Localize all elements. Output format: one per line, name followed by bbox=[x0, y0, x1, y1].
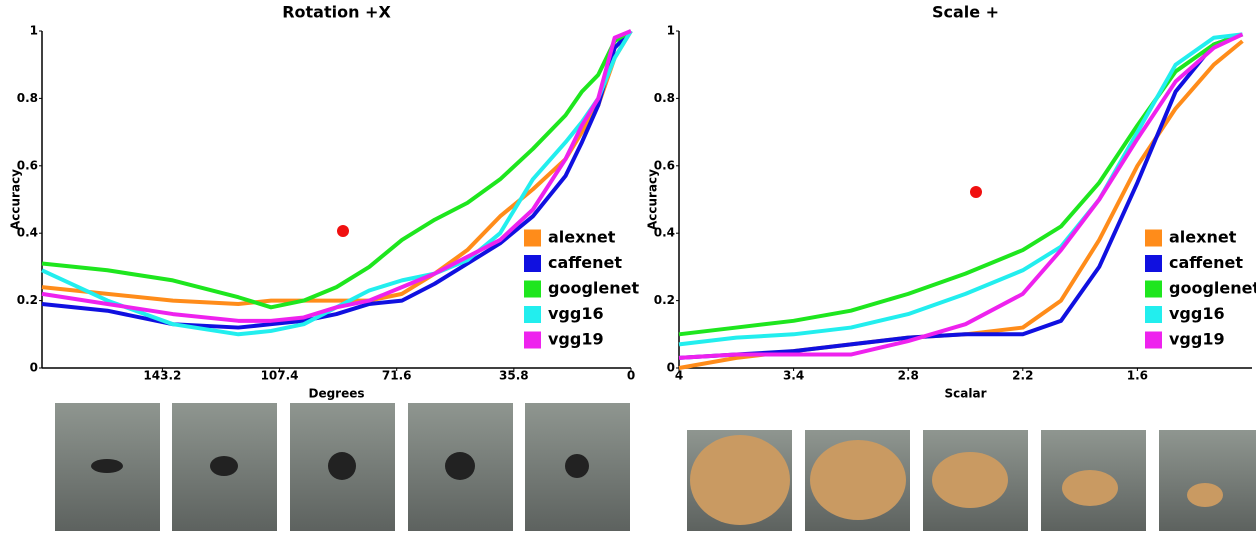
y-tick-label: 0 bbox=[30, 361, 38, 375]
y-tick-label: 1 bbox=[30, 24, 38, 38]
legend-swatch bbox=[524, 230, 541, 247]
object bbox=[328, 452, 356, 480]
object bbox=[690, 435, 790, 525]
y-tick-label: 1 bbox=[667, 24, 675, 38]
y-tick-label: 0.4 bbox=[17, 226, 38, 240]
marker-dot bbox=[337, 225, 349, 237]
y-tick-label: 0 bbox=[667, 361, 675, 375]
legend-label: caffenet bbox=[548, 253, 622, 272]
page: Rotation +X Degrees Accuracy 0 0.2 0.4 0.6 0.8 1… bbox=[0, 0, 1256, 531]
object bbox=[1187, 483, 1223, 507]
x-axis-label: Scalar bbox=[945, 387, 987, 401]
figure: Rotation +X Degrees Accuracy 0 0.2 0.4 0.6 0.8 1… bbox=[0, 0, 1256, 531]
legend-label: vgg16 bbox=[1169, 304, 1225, 323]
y-tick-label: 0.6 bbox=[654, 158, 675, 172]
legend-swatch bbox=[524, 281, 541, 298]
legend-label: caffenet bbox=[1169, 253, 1243, 272]
legend-label: alexnet bbox=[548, 228, 616, 247]
object bbox=[565, 454, 589, 478]
legend-swatch bbox=[1145, 332, 1162, 349]
series-line bbox=[42, 31, 631, 321]
y-tick-label: 0.8 bbox=[17, 91, 38, 105]
y-axis-label: Accuracy bbox=[646, 169, 660, 230]
marker-dot bbox=[970, 186, 982, 198]
y-tick-label: 0.6 bbox=[17, 158, 38, 172]
legend-label: vgg16 bbox=[548, 304, 604, 323]
thumbnail bbox=[1159, 430, 1256, 531]
x-axis-label: Degrees bbox=[308, 387, 364, 401]
legend-label: vgg19 bbox=[1169, 330, 1225, 349]
legend-swatch bbox=[524, 306, 541, 323]
legend-swatch bbox=[524, 255, 541, 272]
legend-swatch bbox=[1145, 306, 1162, 323]
y-tick-label: 0.8 bbox=[654, 91, 675, 105]
legend-label: googlenet bbox=[1169, 279, 1256, 298]
legend-label: googlenet bbox=[548, 279, 639, 298]
object bbox=[932, 452, 1008, 508]
legend-swatch bbox=[1145, 230, 1162, 247]
chart-title: Rotation +X bbox=[282, 3, 391, 22]
object bbox=[810, 440, 906, 520]
legend-swatch bbox=[1145, 255, 1162, 272]
y-tick-label: 0.2 bbox=[17, 293, 38, 307]
legend-swatch bbox=[1145, 281, 1162, 298]
object bbox=[1062, 470, 1118, 506]
object bbox=[445, 452, 475, 480]
chart-title: Scale + bbox=[932, 3, 999, 22]
thumbnails bbox=[55, 403, 1256, 531]
series-line bbox=[679, 34, 1242, 344]
y-tick-label: 0.4 bbox=[654, 226, 675, 240]
legend-label: alexnet bbox=[1169, 228, 1237, 247]
legend-swatch bbox=[524, 332, 541, 349]
y-axis-label: Accuracy bbox=[9, 169, 23, 230]
object bbox=[91, 459, 123, 473]
object bbox=[210, 456, 238, 476]
legend-label: vgg19 bbox=[548, 330, 604, 349]
y-tick-label: 0.2 bbox=[654, 293, 675, 307]
